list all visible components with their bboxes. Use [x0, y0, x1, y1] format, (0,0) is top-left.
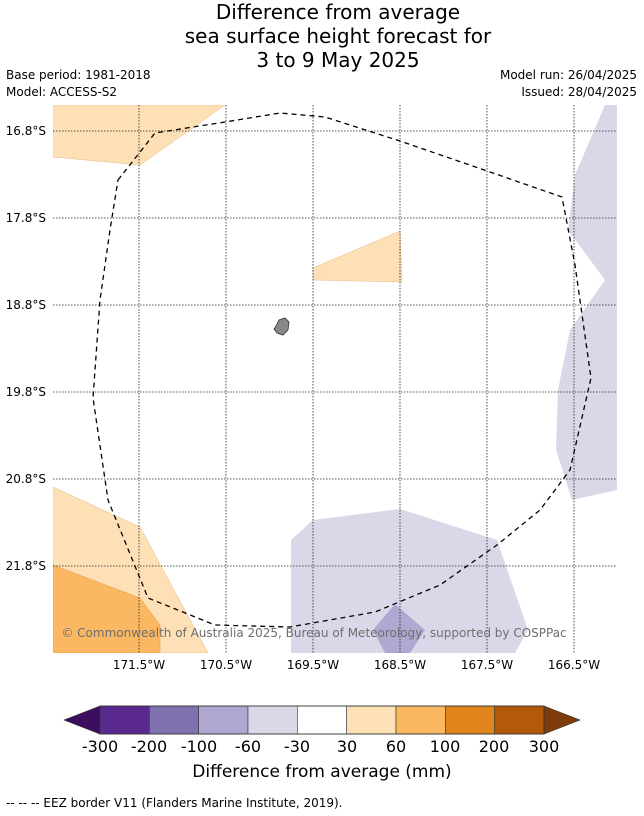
lon-label: 168.5°W: [374, 658, 426, 672]
colorbar-segment: [99, 705, 150, 735]
lat-label: 16.8°S: [6, 124, 46, 138]
issued-date: Issued: 28/04/2025: [521, 85, 637, 99]
copyright-notice: © Commonwealth of Australia 2025, Bureau…: [61, 626, 566, 640]
colorbar-tick: 200: [479, 737, 510, 756]
meta-right: Model run: 26/04/2025 Issued: 28/04/2025: [500, 67, 637, 101]
eez-border: [92, 112, 592, 628]
model-run: Model run: 26/04/2025: [499, 68, 637, 82]
colorbar-segment: [297, 705, 347, 735]
lat-label: 18.8°S: [6, 298, 46, 312]
colorbar-ticks: -300 -200 -100 -60 -30 30 60 100 200 300: [82, 737, 559, 756]
anomaly-region-60-100: [53, 564, 161, 653]
island-shape: [273, 317, 290, 336]
lat-label: 19.8°S: [6, 385, 46, 399]
colorbar-tick: 300: [529, 737, 560, 756]
colorbar-segment: [149, 705, 199, 735]
colorbar-tick: 30: [337, 737, 357, 756]
lon-label: 170.5°W: [200, 658, 252, 672]
lon-label: 166.5°W: [548, 658, 600, 672]
eez-legend: -- -- -- EEZ border V11 (Flanders Marine…: [6, 796, 343, 810]
colorbar-label: Difference from average (mm): [192, 762, 452, 782]
gridlines: [53, 105, 617, 653]
colorbar-tick: -60: [235, 737, 261, 756]
title-line-2: sea surface height forecast for: [184, 24, 492, 48]
colorbar-over-arrow: [543, 705, 581, 735]
anomaly-region-minus60-minus30: [556, 105, 617, 500]
meta-left: Base period: 1981-2018 Model: ACCESS-S2: [6, 67, 151, 101]
colorbar-tick: 60: [386, 737, 406, 756]
colorbar-tick: -200: [131, 737, 167, 756]
colorbar: -300 -200 -100 -60 -30 30 60 100 200 300: [63, 705, 581, 756]
title-line-3: 3 to 9 May 2025: [256, 48, 420, 72]
model-name: Model: ACCESS-S2: [6, 85, 118, 99]
lon-label: 167.5°W: [461, 658, 513, 672]
map-title: Difference from average sea surface heig…: [0, 0, 644, 72]
lat-label: 21.8°S: [6, 559, 46, 573]
lon-label: 169.5°W: [287, 658, 339, 672]
colorbar-frame: [99, 705, 545, 735]
lat-label: 20.8°S: [6, 472, 46, 486]
base-period: Base period: 1981-2018: [6, 68, 151, 82]
colorbar-segment: [395, 705, 446, 735]
colorbar-under-arrow: [63, 705, 101, 735]
colorbar-tick: -30: [284, 737, 310, 756]
lat-label: 17.8°S: [6, 211, 46, 225]
colorbar-segment: [247, 705, 298, 735]
colorbar-segments: [99, 705, 545, 735]
longitude-labels: 171.5°W 170.5°W 169.5°W 168.5°W 167.5°W …: [113, 658, 600, 672]
lon-label: 171.5°W: [113, 658, 165, 672]
colorbar-tick: -100: [181, 737, 217, 756]
anomaly-region-minus100-minus60: [373, 604, 425, 653]
latitude-labels: 16.8°S 17.8°S 18.8°S 19.8°S 20.8°S 21.8°…: [6, 124, 46, 573]
title-line-1: Difference from average: [215, 0, 461, 24]
colorbar-segment: [445, 705, 495, 735]
colorbar-tick: -300: [82, 737, 118, 756]
colorbar-segment: [346, 705, 397, 735]
colorbar-segment: [198, 705, 249, 735]
colorbar-segment: [494, 705, 545, 735]
colorbar-tick: 100: [430, 737, 461, 756]
